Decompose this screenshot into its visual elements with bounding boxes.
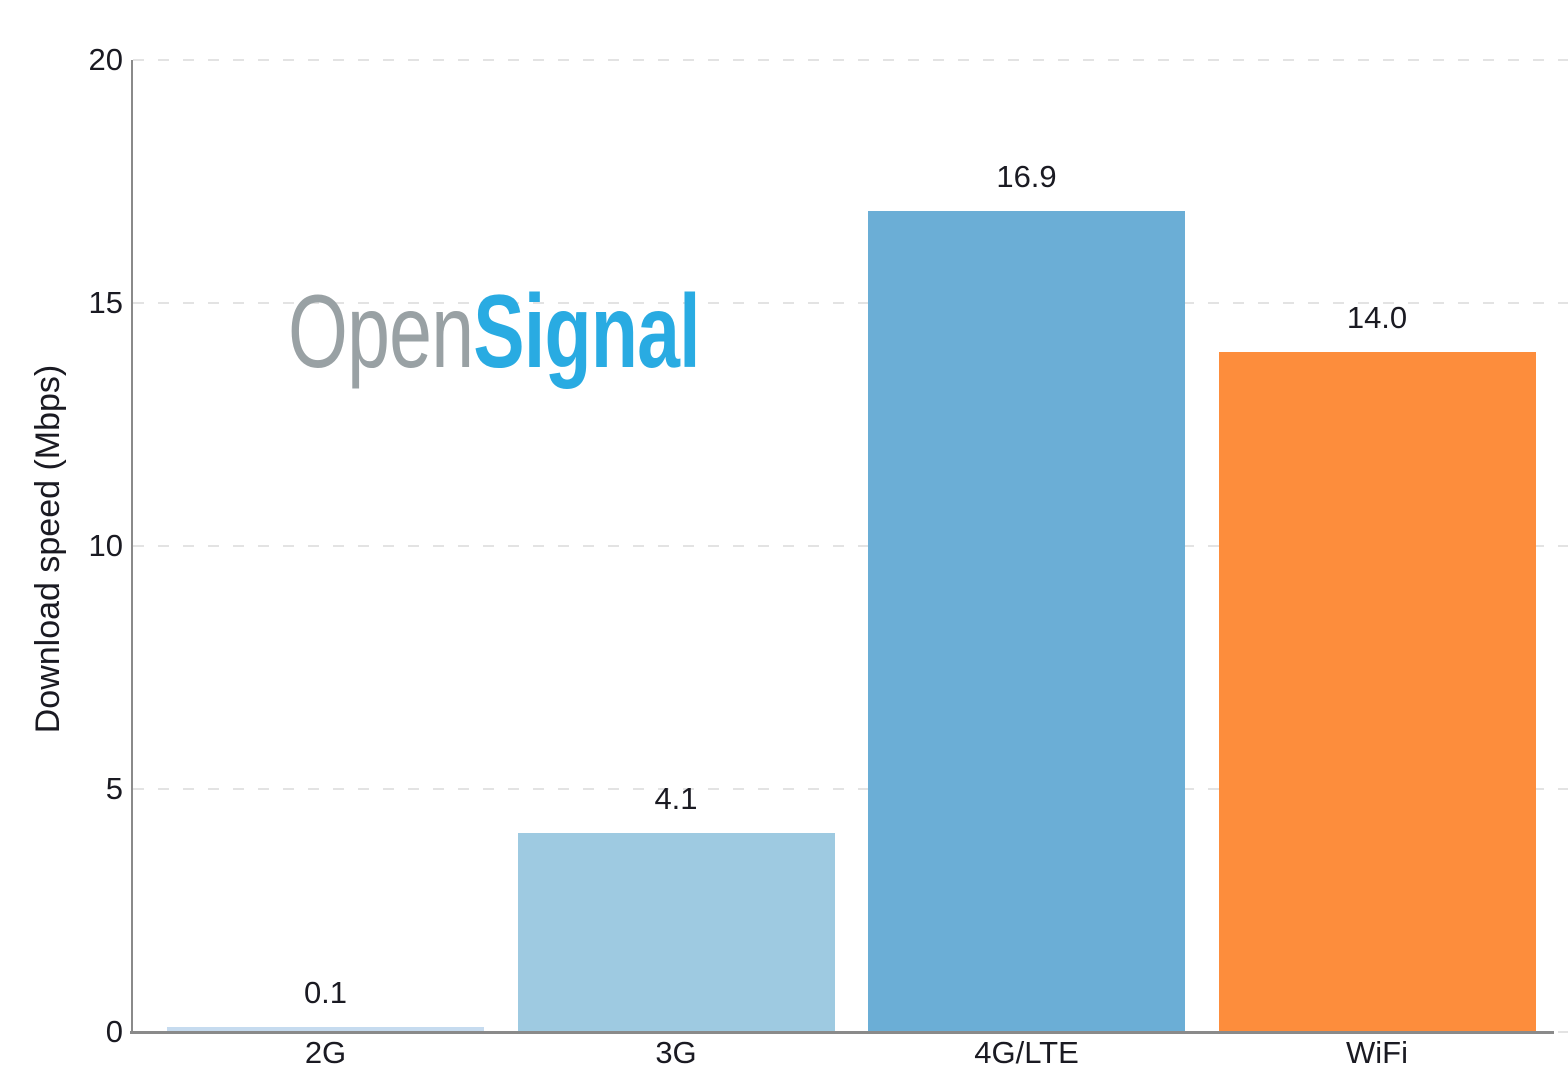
bar-value-label-3g: 4.1 bbox=[654, 780, 698, 816]
y-tick-label-0: 0 bbox=[105, 1014, 123, 1049]
y-axis-line bbox=[131, 60, 133, 1033]
x-category-label-2g: 2G bbox=[304, 1035, 347, 1070]
bar-value-label-4g-lte: 16.9 bbox=[996, 158, 1057, 194]
bar-4g-lte bbox=[868, 210, 1185, 1032]
opensignal-logo: OpenSignal bbox=[288, 280, 701, 384]
logo-text-open: Open bbox=[288, 274, 474, 390]
y-tick-label-15: 15 bbox=[88, 285, 123, 320]
logo-text-signal: Signal bbox=[473, 274, 700, 390]
y-axis-title: Download speed (Mbps) bbox=[29, 364, 67, 734]
y-tick-label-20: 20 bbox=[88, 42, 123, 77]
y-tick-label-10: 10 bbox=[88, 528, 123, 563]
y-tick-label-5: 5 bbox=[105, 771, 123, 806]
bar-3g bbox=[517, 832, 835, 1032]
x-category-label-wifi: WiFi bbox=[1346, 1035, 1408, 1070]
x-category-label-4g-lte: 4G/LTE bbox=[974, 1035, 1079, 1070]
gridline-5 bbox=[133, 788, 1568, 790]
bar-2g bbox=[167, 1027, 484, 1032]
x-category-label-3g: 3G bbox=[655, 1035, 697, 1070]
x-axis-line bbox=[130, 1031, 1554, 1034]
gridline-10 bbox=[133, 545, 1568, 547]
bar-value-label-2g: 0.1 bbox=[303, 975, 348, 1011]
bar-value-label-wifi: 14.0 bbox=[1346, 299, 1408, 335]
bar-wifi bbox=[1218, 351, 1536, 1032]
gridline-15 bbox=[133, 302, 1568, 304]
gridline-20 bbox=[133, 59, 1568, 61]
